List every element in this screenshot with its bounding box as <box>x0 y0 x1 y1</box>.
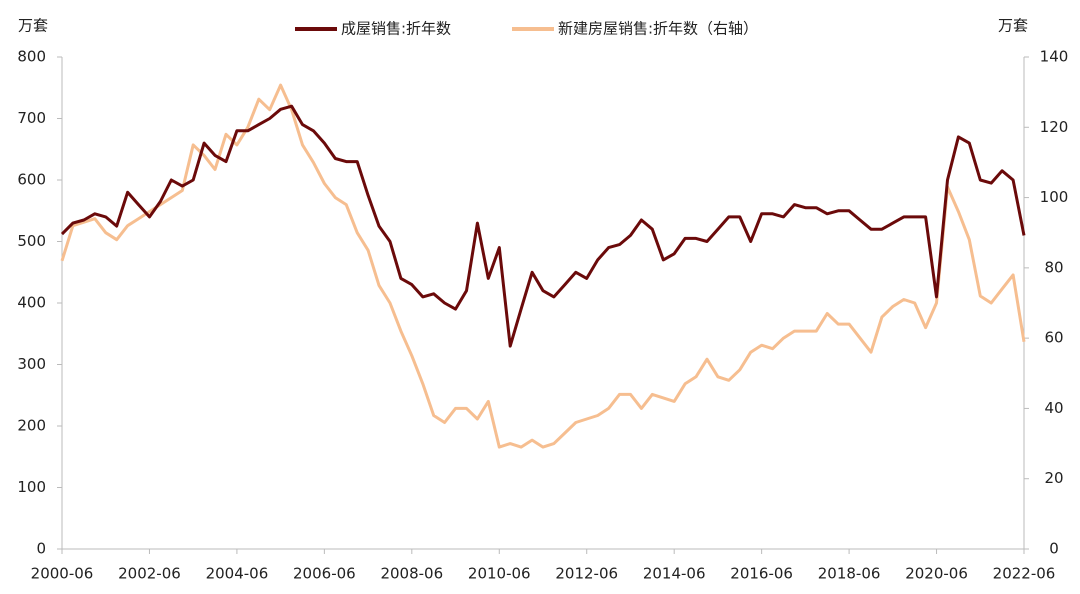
x-tick-label: 2006-06 <box>293 565 356 583</box>
y2-tick-label: 40 <box>1044 399 1063 417</box>
y2-tick-label: 100 <box>1040 188 1069 206</box>
x-tick-label: 2014-06 <box>643 565 706 583</box>
y-tick-label: 700 <box>17 109 46 127</box>
x-tick-label: 2008-06 <box>380 565 443 583</box>
x-tick-label: 2020-06 <box>905 565 968 583</box>
y-tick-label: 0 <box>36 540 46 558</box>
y-tick-label: 400 <box>17 294 46 312</box>
y2-tick-label: 60 <box>1044 329 1063 347</box>
y2-tick-label: 80 <box>1044 258 1063 276</box>
x-tick-label: 2012-06 <box>555 565 618 583</box>
legend-label: 新建房屋销售:折年数（右轴） <box>558 20 758 38</box>
y-tick-label: 500 <box>17 232 46 250</box>
x-tick-label: 2004-06 <box>206 565 269 583</box>
x-tick-label: 2010-06 <box>468 565 531 583</box>
y-unit: 万套 <box>18 17 48 35</box>
x-tick-label: 2000-06 <box>31 565 94 583</box>
y-tick-label: 600 <box>17 171 46 189</box>
y-tick-label: 200 <box>17 417 46 435</box>
y-tick-label: 800 <box>17 48 46 66</box>
y2-tick-label: 0 <box>1049 540 1059 558</box>
y2-tick-label: 20 <box>1044 469 1063 487</box>
series-line <box>60 83 1026 449</box>
x-tick-label: 2018-06 <box>818 565 881 583</box>
series-line <box>60 104 1026 348</box>
y2-unit: 万套 <box>998 17 1028 35</box>
x-tick-label: 2002-06 <box>118 565 181 583</box>
y2-tick-label: 140 <box>1040 48 1069 66</box>
y2-tick-label: 120 <box>1040 118 1069 136</box>
legend-label: 成屋销售:折年数 <box>341 20 451 38</box>
x-tick-label: 2016-06 <box>730 565 793 583</box>
x-tick-label: 2022-06 <box>993 565 1056 583</box>
y-tick-label: 300 <box>17 355 46 373</box>
y-tick-label: 100 <box>17 478 46 496</box>
